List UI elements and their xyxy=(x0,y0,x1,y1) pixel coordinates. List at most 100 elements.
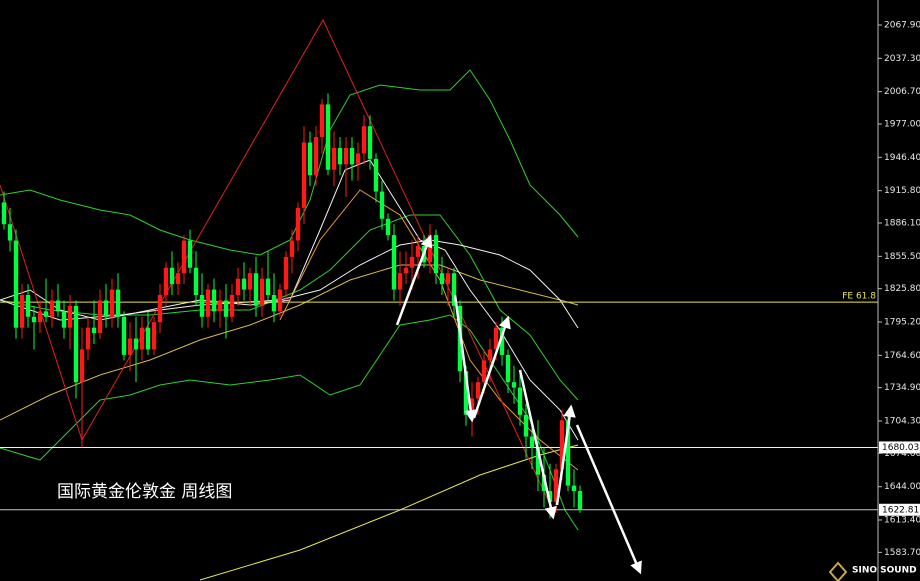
arrow xyxy=(395,234,433,326)
bollinger-upper xyxy=(0,69,579,256)
candle-body xyxy=(295,207,301,241)
candle-body xyxy=(319,104,325,138)
candle-body xyxy=(235,278,241,295)
y-tick-label: 1977.00 xyxy=(884,120,920,130)
y-tick-label: 1855.50 xyxy=(884,252,920,262)
candle-body xyxy=(283,256,289,290)
candle-body xyxy=(103,300,109,317)
candle-body xyxy=(289,240,295,257)
candle-body xyxy=(49,300,55,317)
mid-ma xyxy=(0,239,579,329)
candle-body xyxy=(553,469,559,502)
candle-body xyxy=(337,147,343,165)
candle-body xyxy=(253,273,259,306)
arrow xyxy=(453,294,477,423)
candle-body xyxy=(211,289,217,312)
candle-body xyxy=(265,278,271,295)
candle-body xyxy=(427,235,433,263)
candle-body xyxy=(463,371,469,415)
candle-body xyxy=(67,305,73,328)
candle-body xyxy=(127,338,133,355)
logo-icon xyxy=(828,561,848,581)
y-tick-label: 1764.60 xyxy=(884,351,920,361)
long-ma xyxy=(199,444,579,581)
candle-body xyxy=(409,256,415,268)
y-tick-label: 1946.40 xyxy=(884,153,920,163)
candle-body xyxy=(7,224,13,241)
candle-body xyxy=(199,294,205,317)
candle-body xyxy=(535,447,541,475)
level-label: 1680.03 xyxy=(882,443,919,453)
y-tick-label: 2006.70 xyxy=(884,87,920,97)
candle-body xyxy=(259,278,265,306)
arrow xyxy=(472,315,511,419)
y-tick-label: 1674.60 xyxy=(884,449,920,459)
candle-body xyxy=(517,387,523,415)
candle-body xyxy=(445,273,451,285)
candle-body xyxy=(271,294,277,312)
candle-body xyxy=(91,327,97,334)
candle-body xyxy=(85,327,91,350)
y-tick-label: 1644.00 xyxy=(884,482,920,492)
candle-body xyxy=(55,300,61,312)
candle-body xyxy=(487,349,493,361)
candle-body xyxy=(349,147,355,165)
candle-body xyxy=(181,240,187,274)
candle-body xyxy=(115,289,121,317)
candle-body xyxy=(361,126,367,154)
slow-ma xyxy=(0,264,579,421)
candle-body xyxy=(355,153,361,165)
candle-body xyxy=(367,126,373,159)
y-tick-label: 1734.90 xyxy=(884,383,920,393)
candle-body xyxy=(331,147,337,170)
candle-body xyxy=(565,420,571,486)
arrow xyxy=(575,424,642,575)
candle-body xyxy=(205,289,211,317)
candle-body xyxy=(523,414,529,437)
candle-body xyxy=(157,294,163,323)
levels: FE 61.8 1680.03 1622.81 xyxy=(0,292,920,516)
candle-body xyxy=(325,104,331,170)
level-label: FE 61.8 xyxy=(842,292,876,302)
candle-body xyxy=(403,267,409,274)
candle-body xyxy=(139,327,145,350)
candle-body xyxy=(169,267,175,285)
candle-body xyxy=(415,245,421,257)
candle-body xyxy=(13,240,19,328)
candle-body xyxy=(379,191,385,219)
candle-body xyxy=(61,311,67,328)
candle-body xyxy=(547,491,553,502)
candle-body xyxy=(73,305,79,383)
chart-title: 国际黄金伦敦金 周线图 xyxy=(57,482,232,502)
candle-body xyxy=(133,338,139,350)
candle-body xyxy=(313,137,319,176)
candle-body xyxy=(223,300,229,317)
candle-body xyxy=(391,235,397,290)
bollinger-lower xyxy=(0,314,579,531)
candle-body xyxy=(439,273,445,285)
candle-body xyxy=(151,322,157,350)
y-tick-label: 1795.20 xyxy=(884,318,920,328)
candle-body xyxy=(475,382,481,399)
candle-body xyxy=(19,294,25,328)
candle-body xyxy=(493,327,499,350)
candle-body xyxy=(175,273,181,285)
candle-body xyxy=(277,289,283,312)
candle-body xyxy=(163,267,169,295)
y-tick-label: 1613.40 xyxy=(884,516,920,526)
candle-body xyxy=(529,436,535,448)
candle-body xyxy=(505,354,511,383)
candle-body xyxy=(577,491,583,510)
candle-body xyxy=(373,158,379,192)
candle-body xyxy=(241,278,247,290)
candle-body xyxy=(247,273,253,290)
candle-body xyxy=(187,240,193,268)
logo: SINO SOUND xyxy=(852,566,917,576)
level-label: 1622.81 xyxy=(882,505,919,515)
candle-body xyxy=(121,316,127,355)
candle-body xyxy=(469,398,475,415)
level-label-box xyxy=(879,503,920,516)
candle-body xyxy=(499,327,505,355)
candle-body xyxy=(1,202,7,225)
candle-body xyxy=(145,327,151,350)
